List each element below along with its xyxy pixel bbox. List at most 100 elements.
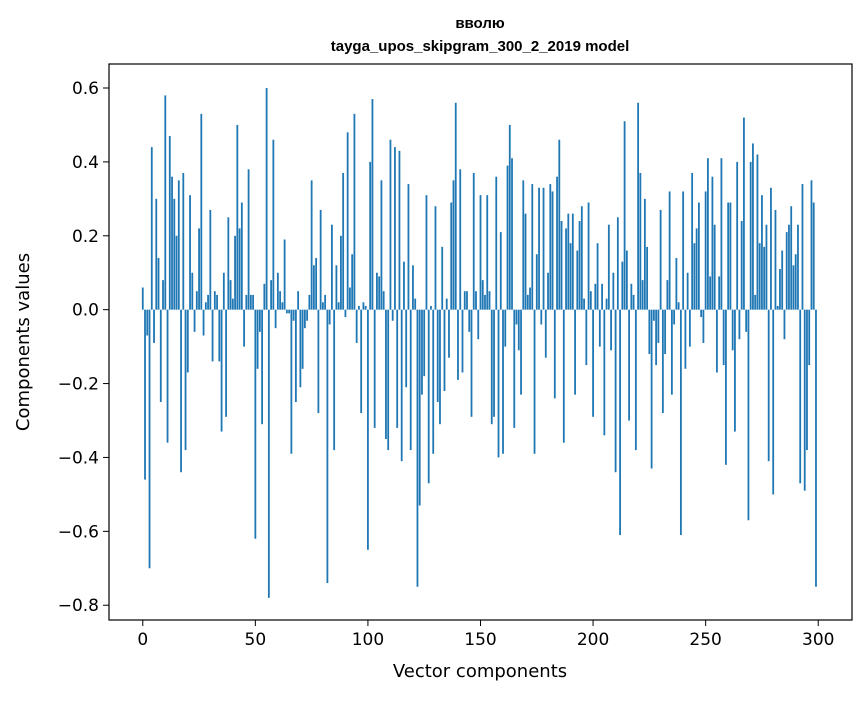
bar (272, 139, 275, 310)
bar (292, 309, 295, 321)
bar (646, 246, 649, 310)
bar (452, 180, 455, 310)
bar (659, 209, 662, 310)
bar (628, 309, 630, 421)
bar (353, 113, 356, 310)
bar (335, 265, 338, 310)
bar (409, 309, 412, 451)
bar (707, 158, 709, 310)
bar (576, 250, 579, 310)
bar (643, 198, 646, 310)
bar (463, 291, 466, 310)
x-axis-ticks: 0 50 100 150 200 250 300 (137, 620, 834, 650)
bar (574, 309, 576, 395)
bar (198, 228, 200, 310)
x-tick-label: 0 (137, 630, 148, 650)
bar (153, 309, 155, 343)
bar (385, 309, 387, 439)
bar (358, 305, 360, 310)
bar (387, 309, 390, 451)
bar (632, 294, 635, 310)
bar (204, 302, 207, 310)
bar (812, 202, 815, 310)
bar (173, 198, 176, 310)
bar (367, 309, 369, 550)
bar (310, 180, 313, 310)
bar (184, 309, 187, 451)
bar (526, 294, 529, 310)
bar (553, 309, 556, 399)
bar (380, 180, 383, 310)
bar (592, 309, 594, 417)
bar (702, 309, 705, 343)
bar (247, 169, 250, 310)
bar (607, 224, 610, 310)
bar (688, 309, 691, 347)
bar (810, 180, 813, 310)
bar (319, 209, 322, 310)
bar (177, 180, 180, 310)
bar (162, 280, 164, 310)
bar (698, 202, 700, 310)
bar (281, 302, 284, 310)
bar (806, 309, 808, 451)
bar (200, 113, 203, 310)
bar (400, 309, 403, 462)
bar (517, 309, 520, 351)
bar (301, 309, 304, 369)
bar (578, 221, 581, 310)
bar (364, 305, 367, 310)
y-tick-label: 0.4 (72, 153, 99, 173)
bar (216, 294, 218, 310)
y-tick-label: 0.2 (72, 227, 99, 247)
bar (713, 224, 716, 310)
bar (686, 272, 689, 310)
bar (362, 302, 365, 310)
bar (664, 309, 667, 354)
bar (369, 161, 372, 310)
bar (490, 309, 493, 425)
bar (562, 309, 565, 443)
bar (394, 147, 396, 310)
bar (265, 88, 268, 310)
bar (612, 272, 615, 310)
bar (141, 287, 144, 310)
bar (569, 243, 572, 310)
bar (459, 169, 462, 310)
bar (236, 124, 239, 310)
bar (493, 309, 495, 417)
bar (603, 309, 606, 436)
bar (234, 235, 236, 310)
y-tick-label: −0.8 (58, 596, 99, 616)
bar (240, 202, 243, 310)
bar (776, 305, 779, 310)
x-tick-label: 150 (464, 630, 496, 650)
bar (439, 309, 441, 425)
bar (610, 309, 612, 351)
bar (670, 309, 673, 395)
bar (727, 202, 730, 310)
bar (752, 143, 754, 310)
bar (146, 309, 149, 336)
bar (486, 195, 489, 310)
bar (315, 257, 318, 310)
bar (679, 309, 682, 536)
bar (164, 95, 167, 310)
bar (616, 217, 619, 310)
bar (211, 309, 214, 362)
bar (765, 224, 768, 310)
bar (231, 298, 234, 310)
bar (567, 213, 570, 310)
bar (288, 309, 291, 314)
bar (767, 309, 770, 462)
bar (321, 302, 324, 310)
bar (743, 117, 745, 310)
bar (391, 309, 394, 321)
bar (416, 309, 419, 587)
bar (661, 309, 664, 414)
bar (779, 269, 781, 310)
bar (630, 283, 633, 310)
y-tick-label: 0.6 (72, 79, 99, 99)
bar (342, 172, 345, 310)
bar (580, 206, 583, 310)
